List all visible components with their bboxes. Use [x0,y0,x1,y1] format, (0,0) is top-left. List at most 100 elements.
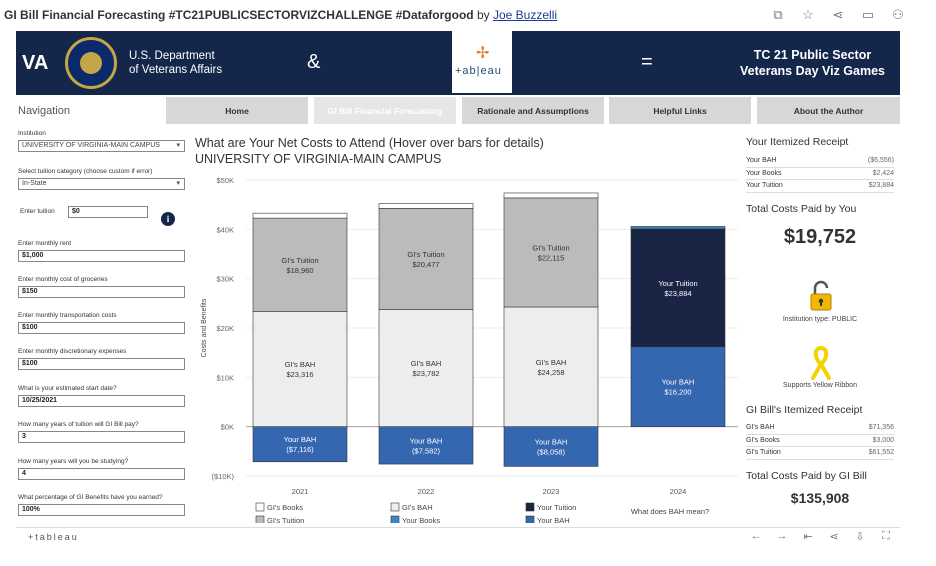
tableau-toolbar: +tableau ← → ⇤ ⋖ ⇩ ⛶ [16,527,900,545]
rent-input[interactable]: $1,000 [18,250,185,262]
nav-about-author-button[interactable]: About the Author [757,97,900,124]
tuition-category-select[interactable]: In-State [18,178,185,190]
viz-title: GI Bill Financial Forecasting #TC21PUBLI… [4,8,474,22]
rent-field: Enter monthly rent $1,000 [18,240,188,262]
your-receipt-row-label: Your Tuition [746,182,783,189]
tableau-cross-icon: ✢ [476,45,490,62]
legend-swatch [390,515,400,523]
gi-percent-input[interactable]: 100% [18,504,185,516]
nav-home-button[interactable]: Home [166,97,308,124]
va-label: VA [22,52,49,74]
bar-value-label: $16,200 [664,388,691,397]
bar-label: Your Tuition [658,279,697,288]
gi-receipt-row: GI's Books $3,000 [746,435,894,447]
bar-segment[interactable] [378,309,474,427]
groceries-input[interactable]: $150 [18,286,185,298]
bar-segment[interactable] [630,226,726,230]
bar-label: GI's Tuition [281,256,318,265]
header-banner: VA U.S. Department of Veterans Affairs &… [16,31,900,95]
x-tick-label: 2022 [418,487,435,496]
fullscreen-icon[interactable]: ⛶ [882,530,890,542]
legend-label: GI's Books [267,503,303,512]
bar-segment[interactable] [503,426,599,467]
years-gi-pays-input[interactable]: 3 [18,431,185,443]
info-icon[interactable]: i [161,212,175,226]
start-date-input[interactable]: 10/25/2021 [18,395,185,407]
bar-value-label: ($7,116) [286,445,314,454]
your-receipt-row-value: $23,884 [868,182,894,189]
legend-label: GI's BAH [402,503,433,512]
bar-segment[interactable] [378,203,474,209]
star-icon[interactable]: ☆ [802,7,814,22]
tuition-input[interactable]: $0 [68,206,148,218]
start-date-field: What is your estimated start date? 10/25… [18,385,188,407]
navigation-label: Navigation [18,105,70,117]
va-seal-logo [65,37,117,89]
bar-segment[interactable] [503,192,599,199]
share-icon[interactable]: ⋖ [832,7,844,22]
legend-swatch [525,515,535,523]
tableau-footer-logo[interactable]: +tableau [28,532,79,542]
legend-swatch [255,502,265,512]
tuition-category-field: Select tuition category (choose custom i… [18,168,188,190]
y-tick-label: $50K [216,176,234,185]
bar-segment[interactable] [503,197,599,308]
transportation-input[interactable]: $100 [18,322,185,334]
bar-segment[interactable] [630,228,726,348]
redo-icon[interactable]: → [776,530,788,542]
transportation-field: Enter monthly transportation costs $100 [18,312,188,334]
years-study-label: How many years will you be studying? [18,458,129,465]
undo-icon[interactable]: ← [750,530,762,542]
y-tick-label: $0K [221,423,234,432]
bar-value-label: $18,960 [286,266,313,275]
your-total-label: Total Costs Paid by You [746,203,857,215]
bah-meaning-link[interactable]: What does BAH mean? [631,507,709,516]
bar-segment[interactable] [378,208,474,310]
share-icon[interactable]: ⋖ [829,531,839,543]
nav-rationale-button[interactable]: Rationale and Assumptions [462,97,604,124]
gi-percent-label: What percentage of GI Benefits have you … [18,494,163,501]
institution-select[interactable]: UNIVERSITY OF VIRGINIA-MAIN CAMPUS [18,140,185,152]
comment-icon[interactable]: ▭ [861,7,875,22]
bar-segment[interactable] [503,306,599,427]
bar-label: GI's BAH [285,360,316,369]
years-study-field: How many years will you be studying? 4 [18,458,188,480]
rent-label: Enter monthly rent [18,240,72,247]
tuition-label: Enter tuition [20,208,55,215]
gi-receipt-row: GI's BAH $71,356 [746,422,894,435]
nav-forecasting-button[interactable]: GI Bill Financial Forecasting [314,97,456,124]
bar-segment[interactable] [252,426,348,463]
bar-label: Your BAH [410,436,443,445]
yellow-ribbon-caption: Supports Yellow Ribbon [783,382,857,389]
y-tick-label: $40K [216,225,234,234]
gi-receipt-row-label: GI's Tuition [746,449,781,456]
bar-segment[interactable] [378,426,474,465]
y-tick-label: $10K [216,373,234,382]
net-costs-chart[interactable]: $50K $40K $30K $20K $10K $0K ($10K) Costs and B… [198,168,743,523]
years-study-input[interactable]: 4 [18,468,185,480]
bar-segment[interactable] [252,212,348,219]
bar-label: Your BAH [284,435,317,444]
person-icon[interactable]: ⚇ [892,7,904,22]
discretionary-input[interactable]: $100 [18,358,185,370]
your-receipt-row-value: $2,424 [872,169,894,177]
by-text: by [476,8,490,22]
nav-helpful-links-button[interactable]: Helpful Links [609,97,751,124]
legend-label: Your Books [402,516,440,523]
revert-icon[interactable]: ⇤ [803,531,813,543]
your-receipt-row: Your BAH ($6,556) [746,155,894,168]
department-name: U.S. Department of Veterans Affairs [129,49,222,77]
gi-receipt-title: GI Bill's Itemized Receipt [746,404,863,416]
gi-receipt-row-value: $61,552 [868,449,894,456]
bar-segment[interactable] [252,217,348,312]
discretionary-label: Enter monthly discretionary expenses [18,348,127,355]
download-icon[interactable]: ⇩ [855,531,865,543]
your-receipt-table: Your BAH ($6,556) Your Books $2,424 Your Tui… [746,155,894,193]
author-link[interactable]: Joe Buzzelli [493,8,558,22]
your-receipt-row: Your Tuition $23,884 [746,180,894,193]
dept-line-1: U.S. Department [129,50,215,62]
bar-segment[interactable] [630,346,726,427]
copy-icon[interactable]: ⧉ [773,7,783,22]
institution-type: Institution type: PUBLIC [782,316,858,323]
bar-segment[interactable] [252,311,348,427]
